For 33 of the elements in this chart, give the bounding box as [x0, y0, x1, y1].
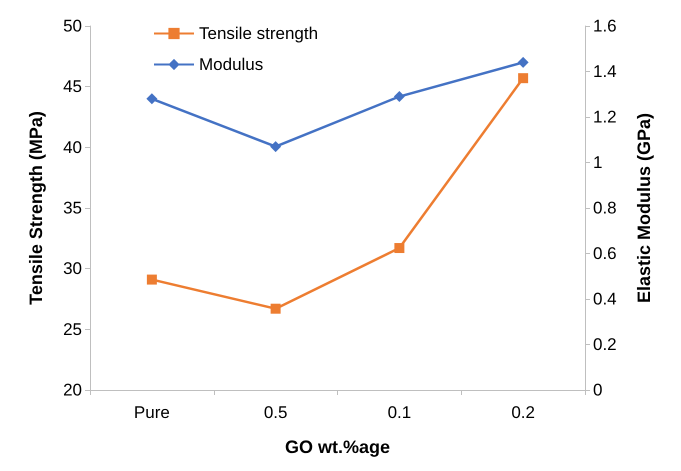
- y-tick-label: 35: [63, 198, 82, 218]
- y2-tick-label: 0: [593, 380, 602, 400]
- point: [394, 243, 404, 254]
- y2-tick-label: 1.2: [593, 108, 617, 126]
- y2-tick-label: 1.4: [593, 62, 617, 81]
- point: [146, 274, 157, 285]
- y-axis-title: Tensile Strength (MPa): [26, 111, 46, 305]
- point: [270, 304, 281, 314]
- y2-tick-label: 0.2: [593, 335, 617, 354]
- point: [394, 91, 405, 102]
- y2-tick-label: 1.6: [593, 16, 617, 36]
- point: [270, 141, 282, 152]
- y2-axis-title: Elastic Modulus (GPa): [634, 112, 654, 304]
- point: [518, 56, 529, 68]
- y2-tick-label: 0.6: [593, 244, 617, 263]
- point: [518, 73, 528, 84]
- point: [146, 93, 158, 104]
- y-tick-label: 45: [63, 77, 82, 96]
- x-tick-label: Pure: [134, 403, 170, 422]
- y-tick-label: 25: [63, 320, 82, 339]
- legend-label: Tensile strength: [199, 24, 318, 43]
- x-tick-label: 0.5: [264, 403, 288, 422]
- y-tick-label: 20: [63, 380, 82, 400]
- legend-label: Modulus: [199, 55, 264, 74]
- y2-tick-label: 1: [593, 153, 602, 172]
- y-tick-label: 30: [63, 259, 82, 278]
- y2-tick-label: 0.4: [593, 290, 617, 308]
- x-axis-title: GO wt.%age: [284, 437, 390, 457]
- y-tick-label: 40: [63, 138, 82, 157]
- x-tick-label: 0.1: [388, 403, 412, 422]
- y-tick-label: 50: [63, 16, 82, 36]
- x-tick-label: 0.2: [511, 403, 535, 422]
- y2-tick-label: 0.8: [593, 198, 617, 218]
